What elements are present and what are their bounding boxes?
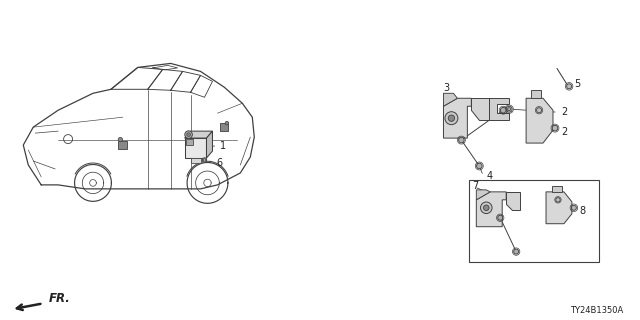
Text: TY24B1350A: TY24B1350A	[570, 306, 623, 315]
Polygon shape	[444, 98, 471, 138]
Polygon shape	[444, 93, 458, 106]
Text: 5: 5	[574, 79, 580, 89]
Circle shape	[118, 137, 123, 142]
Polygon shape	[489, 98, 509, 120]
Circle shape	[477, 163, 482, 169]
Circle shape	[483, 205, 489, 211]
Circle shape	[448, 115, 454, 121]
Circle shape	[572, 205, 577, 210]
Text: 2: 2	[561, 127, 567, 137]
Polygon shape	[476, 190, 490, 200]
Text: 4: 4	[486, 171, 492, 181]
Circle shape	[514, 249, 518, 254]
Text: FR.: FR.	[49, 292, 71, 305]
Text: 3: 3	[444, 83, 449, 93]
Text: 8: 8	[580, 206, 586, 216]
Bar	[118, 140, 127, 149]
Circle shape	[566, 84, 572, 89]
Circle shape	[506, 106, 512, 112]
Circle shape	[202, 158, 207, 162]
Circle shape	[500, 108, 506, 113]
Polygon shape	[184, 131, 212, 138]
Circle shape	[187, 133, 190, 136]
Polygon shape	[207, 131, 212, 158]
Circle shape	[552, 125, 558, 131]
Circle shape	[498, 215, 502, 220]
Polygon shape	[471, 98, 489, 120]
Bar	[186, 139, 193, 145]
Circle shape	[481, 202, 492, 213]
Text: 7: 7	[472, 181, 479, 191]
Text: 6: 6	[216, 158, 223, 168]
Circle shape	[185, 131, 193, 138]
Text: 2: 2	[561, 107, 567, 117]
Circle shape	[445, 112, 458, 125]
Circle shape	[459, 137, 464, 143]
Polygon shape	[531, 90, 541, 98]
Bar	[184, 138, 207, 158]
Text: 1: 1	[220, 141, 227, 151]
Circle shape	[536, 108, 541, 113]
Polygon shape	[476, 192, 506, 227]
Polygon shape	[552, 186, 562, 192]
Bar	[191, 158, 200, 163]
Bar	[220, 123, 228, 131]
Polygon shape	[506, 192, 520, 210]
Polygon shape	[546, 192, 572, 224]
Bar	[469, 180, 599, 261]
Polygon shape	[526, 98, 553, 143]
Circle shape	[556, 198, 560, 202]
Circle shape	[225, 121, 228, 125]
